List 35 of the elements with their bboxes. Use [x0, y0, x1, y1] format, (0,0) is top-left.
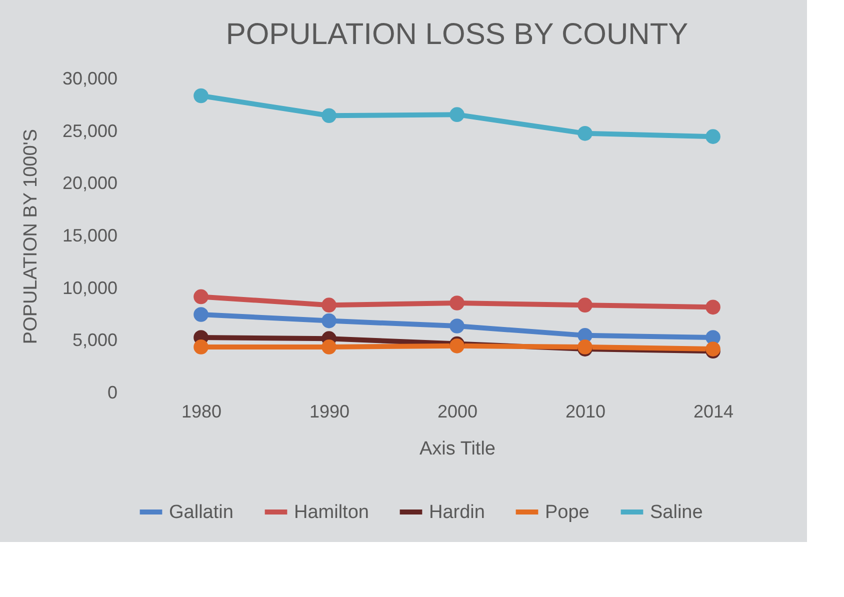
point	[194, 340, 208, 354]
point	[706, 300, 720, 315]
point	[194, 307, 208, 322]
point	[578, 126, 592, 141]
legend-label: Pope	[545, 502, 590, 523]
legend-label: Saline	[650, 502, 703, 523]
y-tick-label: 15,000	[62, 226, 118, 246]
legend-label: Gallatin	[169, 502, 234, 523]
point	[450, 296, 464, 310]
point	[322, 108, 336, 124]
legend-label: Hardin	[429, 502, 485, 523]
x-tick-label: 1990	[309, 402, 350, 422]
point	[706, 129, 720, 144]
chart-title: POPULATION LOSS BY COUNTY	[226, 18, 688, 51]
point	[450, 107, 464, 122]
y-axis-title: POPULATION BY 1000'S	[20, 128, 42, 344]
y-tick-label: 30,000	[62, 68, 118, 88]
x-tick-label: 1980	[181, 402, 222, 422]
y-tick-label: 0	[107, 382, 118, 402]
point	[194, 289, 208, 304]
y-tick-label: 20,000	[62, 173, 118, 194]
x-tick-label: 2014	[693, 402, 734, 422]
y-tick-label: 10,000	[62, 278, 118, 298]
point	[322, 313, 336, 328]
y-tick-label: 5,000	[72, 330, 118, 350]
x-axis-title: Axis Title	[419, 438, 496, 460]
point	[450, 318, 464, 334]
point	[194, 88, 208, 104]
y-tick-label: 25,000	[62, 120, 118, 141]
x-tick-label: 2000	[437, 402, 478, 422]
x-tick-label: 2010	[565, 402, 606, 422]
point	[322, 340, 336, 354]
point	[322, 298, 336, 312]
legend-label: Hamilton	[294, 502, 369, 523]
point	[578, 298, 592, 312]
